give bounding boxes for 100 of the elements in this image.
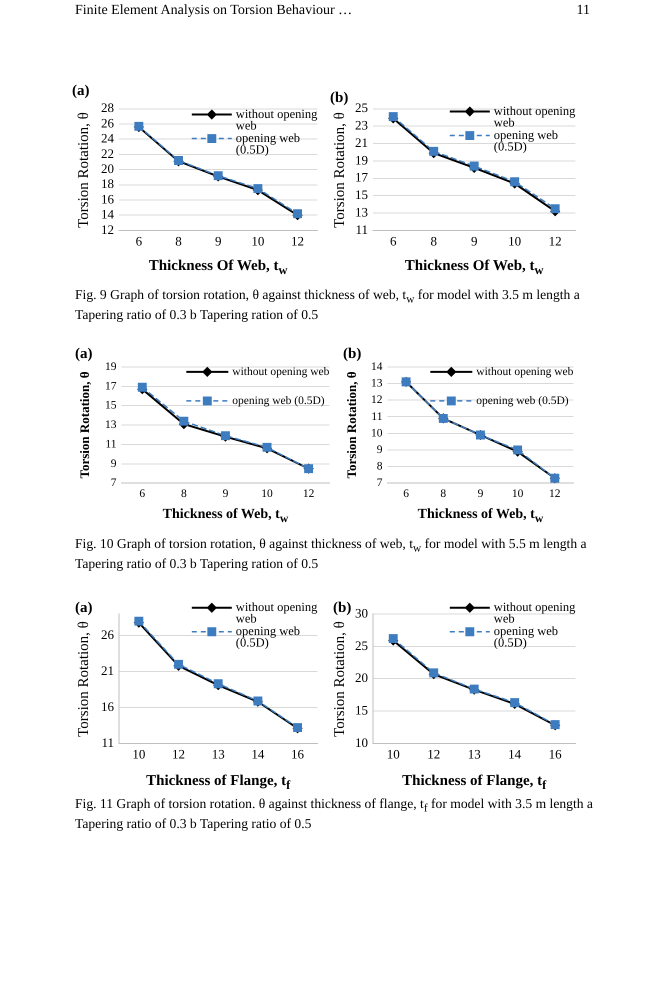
x-tick-label: 16 <box>291 746 305 762</box>
y-tick-label: 11 <box>105 438 117 450</box>
x-tick-label: 8 <box>175 234 182 249</box>
chart-title: (a) <box>75 346 92 364</box>
x-tick-label: 8 <box>180 488 187 500</box>
y-axis-title: Torsion Rotation, θ <box>76 372 92 479</box>
x-tick-label: 10 <box>508 234 522 249</box>
x-tick-label: 12 <box>291 234 304 249</box>
y-tick-label: 9 <box>110 458 117 470</box>
x-tick-label: 10 <box>512 488 524 500</box>
y-tick-label: 9 <box>376 444 383 456</box>
y-tick-label: 20 <box>101 161 114 176</box>
y-tick-label: 13 <box>355 204 368 220</box>
x-tick-label: 16 <box>548 746 562 762</box>
chart-title: (b) <box>343 346 362 364</box>
y-tick-label: 24 <box>101 130 114 146</box>
y-tick-label: 22 <box>101 146 114 161</box>
y-tick-label: 16 <box>101 698 114 714</box>
y-tick-label: 25 <box>355 638 368 653</box>
x-axis-title: Thickness Of Web, t$_{w}$ <box>148 258 288 278</box>
text: Fig. 10 Graph of torsion rotation, θ against thickness of web, t$_{w}$ for model with 5.5 m length a Tapering ratio of 0.3 b Tapering ration of 0.5 <box>75 536 587 571</box>
point <box>513 446 522 454</box>
x-tick-label: 12 <box>427 746 440 762</box>
y-tick-label: 23 <box>355 118 368 133</box>
x-tick-label: 6 <box>390 234 397 249</box>
y-tick-label: 13 <box>371 378 383 390</box>
text: 11 <box>576 3 590 20</box>
legend-label: opening web (0.5D) <box>476 394 569 407</box>
y-tick-label: 21 <box>355 134 368 150</box>
x-tick-label: 13 <box>468 746 481 762</box>
y-tick-label: 10 <box>371 427 383 440</box>
x-tick-label: 6 <box>139 488 146 500</box>
point <box>179 416 188 426</box>
legend-label: without opening web <box>232 366 330 378</box>
x-tick-label: 9 <box>470 234 478 249</box>
x-tick-label: 9 <box>478 488 484 500</box>
point <box>388 634 398 644</box>
point <box>138 382 147 392</box>
y-tick-label: 8 <box>376 460 383 473</box>
y-tick-label: 11 <box>101 734 114 750</box>
text: Fig. 11 Graph of torsion rotation. θ against thickness of flange, t$_{f}$ for model with 3.5 m length a Tapering ratio of 0.3 b Tapering ratio of 0.5 <box>75 796 593 831</box>
text: Fig. 9 Graph of torsion rotation, θ against thickness of web, t$_{w}$ for model with 3.5 m length a Tapering ratio of 0.3 b Tapering ration of 0.5 <box>75 287 580 322</box>
chart-title: (b) <box>333 600 352 618</box>
legend-label: opening web (0.5D) <box>494 128 558 154</box>
point <box>550 204 560 214</box>
y-tick-label: 11 <box>371 410 383 423</box>
y-tick-label: 17 <box>355 170 368 185</box>
legend-label: without opening web <box>476 366 574 378</box>
y-tick-label: 28 <box>101 100 114 116</box>
y-tick-label: 19 <box>105 360 117 373</box>
x-tick-label: 14 <box>251 746 265 762</box>
y-tick-label: 26 <box>101 115 114 130</box>
y-tick-label: 18 <box>101 176 114 192</box>
y-axis-title: Torsion Rotation, θ <box>332 112 348 228</box>
y-tick-label: 12 <box>101 222 114 237</box>
x-tick-label: 9 <box>214 234 222 249</box>
y-tick-label: 20 <box>355 670 368 686</box>
legend-label: opening web (0.5D) <box>494 624 558 650</box>
x-axis-title: Thickness Of Web, t$_{w}$ <box>404 258 544 278</box>
y-tick-label: 21 <box>101 662 114 678</box>
x-tick-label: 10 <box>132 746 146 762</box>
y-tick-label: 15 <box>105 400 117 412</box>
x-tick-label: 12 <box>548 234 562 249</box>
text: Finite Element Analysis on Torsion Behaviour … <box>75 3 352 20</box>
legend-label: opening web (0.5D) <box>232 394 325 407</box>
legend-label: opening web (0.5D) <box>236 624 300 650</box>
point <box>510 177 520 186</box>
y-axis-title: Torsion Rotation, θ <box>76 620 92 737</box>
x-axis-title: Thickness of Web, t$_{w}$ <box>162 507 288 526</box>
chart-title: (a) <box>75 600 92 618</box>
y-tick-label: 15 <box>355 187 368 202</box>
y-tick-label: 12 <box>371 394 383 406</box>
y-axis-title: Torsion Rotation, θ <box>332 620 348 737</box>
y-tick-label: 11 <box>355 222 368 237</box>
y-tick-label: 7 <box>110 477 117 490</box>
x-axis-title: Thickness of Flange, t$_{f}$ <box>402 773 546 792</box>
y-axis-title: Torsion Rotation, θ <box>76 112 92 228</box>
x-tick-label: 10 <box>386 746 400 762</box>
y-tick-label: 7 <box>376 477 383 490</box>
legend-label: opening web (0.5D) <box>236 130 300 156</box>
x-tick-label: 8 <box>430 234 437 249</box>
x-tick-label: 12 <box>302 488 315 500</box>
y-tick-label: 14 <box>101 206 114 222</box>
chart-title: (b) <box>330 90 348 108</box>
y-tick-label: 25 <box>355 100 368 116</box>
x-tick-label: 13 <box>212 746 225 762</box>
x-tick-label: 10 <box>251 234 264 249</box>
x-tick-label: 6 <box>136 234 143 249</box>
y-tick-label: 26 <box>101 626 114 642</box>
chart-title: (a) <box>72 83 90 100</box>
point <box>429 146 438 156</box>
y-tick-label: 16 <box>101 191 114 206</box>
x-tick-label: 8 <box>440 488 446 500</box>
y-tick-label: 13 <box>105 419 117 432</box>
y-tick-label: 19 <box>355 152 368 168</box>
y-tick-label: 14 <box>371 360 383 373</box>
x-tick-label: 12 <box>172 746 186 762</box>
x-tick-label: 9 <box>222 488 229 500</box>
y-tick-label: 17 <box>105 380 117 392</box>
y-axis-title: Torsion Rotation, θ <box>344 372 360 479</box>
